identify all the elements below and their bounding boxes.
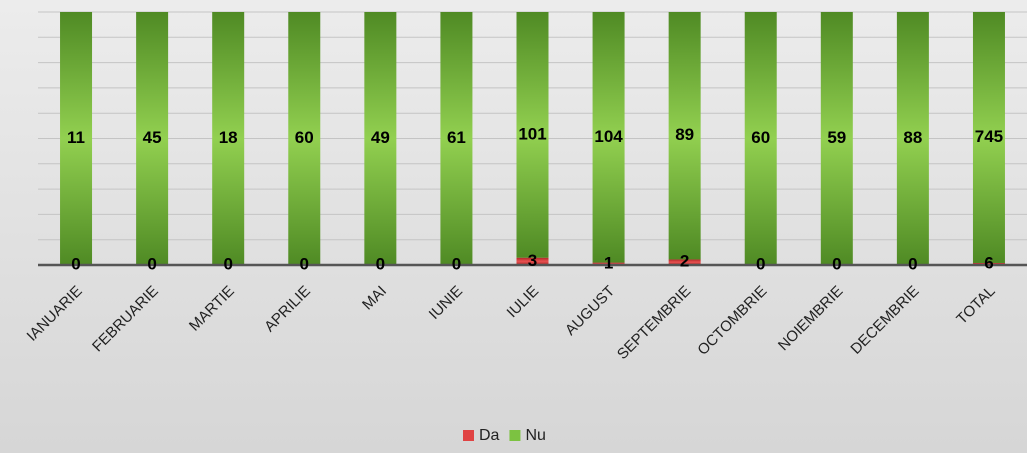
bar-segment: [972, 12, 1005, 263]
data-label: 0: [71, 254, 80, 273]
data-label: 0: [300, 254, 309, 273]
data-label: 88: [903, 128, 922, 147]
data-label: 60: [295, 128, 314, 147]
legend-label: Da: [479, 427, 500, 444]
data-label: 61: [447, 128, 466, 147]
data-label: 49: [371, 128, 390, 147]
data-label: 0: [223, 254, 232, 273]
data-label: 0: [452, 254, 461, 273]
bar-segment: [668, 12, 701, 260]
bar-segment: [60, 12, 93, 265]
bar-segment: [820, 12, 853, 265]
bar-segment: [212, 12, 245, 265]
legend-label: Nu: [525, 427, 545, 444]
data-label: 0: [147, 254, 156, 273]
bar-segment: [136, 12, 169, 265]
bar-segment: [364, 12, 397, 265]
bar-segment: [896, 12, 929, 265]
data-label: 45: [143, 128, 162, 147]
data-label: 60: [751, 128, 770, 147]
bar-segment: [592, 12, 625, 263]
data-label: 104: [594, 127, 623, 146]
bar-segment: [516, 257, 549, 265]
data-label: 11: [67, 128, 85, 147]
bar-segment: [516, 12, 549, 258]
data-label: 59: [827, 128, 846, 147]
data-label: 101: [518, 124, 546, 143]
data-label: 18: [219, 128, 238, 147]
data-label: 745: [975, 127, 1003, 146]
data-label: 0: [376, 254, 385, 273]
data-label: 6: [984, 253, 993, 272]
legend-swatch: [509, 430, 521, 441]
bar-segment: [440, 12, 473, 265]
bar-segment: [744, 12, 777, 265]
legend-swatch: [463, 430, 474, 441]
data-label: 3: [528, 251, 537, 270]
data-label: 89: [675, 125, 694, 144]
legend: Da Nu: [463, 427, 546, 444]
data-label: 2: [680, 252, 689, 271]
data-label: 1: [604, 253, 613, 272]
data-label: 0: [832, 254, 841, 273]
bar-segment: [288, 12, 321, 265]
data-label: 0: [908, 254, 917, 273]
data-label: 0: [756, 254, 765, 273]
bar-segment: [668, 259, 701, 265]
